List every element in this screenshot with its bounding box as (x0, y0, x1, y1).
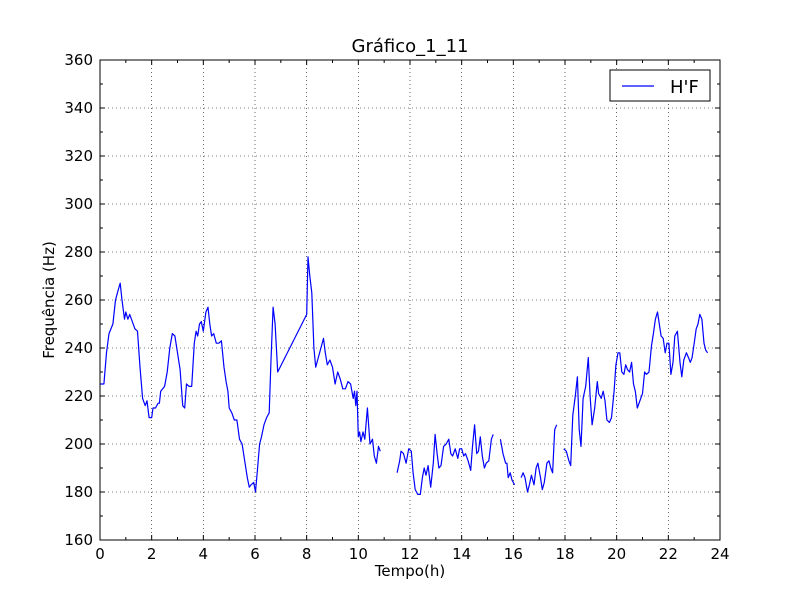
y-tick-label: 160 (64, 531, 93, 549)
x-tick-label: 2 (147, 545, 157, 563)
x-tick-label: 6 (250, 545, 260, 563)
y-tick-label: 180 (64, 483, 93, 501)
legend: H'F (609, 69, 711, 102)
series-hf (100, 256, 709, 495)
y-axis-label: Frequência (Hz) (40, 241, 58, 359)
y-tick-label: 240 (64, 339, 93, 357)
x-tick-label: 8 (302, 545, 312, 563)
x-tick-label: 16 (504, 545, 523, 563)
x-tick-label: 24 (710, 545, 729, 563)
x-tick-label: 10 (349, 545, 368, 563)
series-layer (100, 256, 709, 495)
series-line-segment (100, 256, 381, 493)
y-tick-label: 300 (64, 195, 93, 213)
grid (100, 60, 720, 540)
x-tick-labels: 0 2 4 6 8 10 12 14 16 18 20 22 24 (95, 545, 729, 563)
series-line-segment (563, 311, 709, 467)
x-tick-label: 14 (452, 545, 471, 563)
y-tick-label: 200 (64, 435, 93, 453)
chart-title: Gráfico_1_11 (352, 36, 469, 57)
y-tick-label: 320 (64, 147, 93, 165)
x-tick-label: 20 (607, 545, 626, 563)
y-tick-labels: 160 180 200 220 240 260 280 300 320 340 360 (64, 51, 93, 549)
y-tick-label: 360 (64, 51, 93, 69)
series-line-segment (520, 424, 558, 493)
x-tick-label: 12 (400, 545, 419, 563)
y-tick-label: 280 (64, 243, 93, 261)
x-tick-label: 0 (95, 545, 105, 563)
y-tick-label: 340 (64, 99, 93, 117)
x-tick-label: 22 (659, 545, 678, 563)
axis-ticks (99, 59, 721, 541)
x-axis-label: Tempo(h) (374, 562, 445, 580)
y-tick-label: 260 (64, 291, 93, 309)
series-line-segment (499, 439, 516, 486)
y-tick-label: 220 (64, 387, 93, 405)
legend-label: H'F (670, 77, 699, 98)
x-tick-label: 4 (199, 545, 209, 563)
series-line-segment (396, 424, 494, 495)
x-tick-label: 18 (555, 545, 574, 563)
